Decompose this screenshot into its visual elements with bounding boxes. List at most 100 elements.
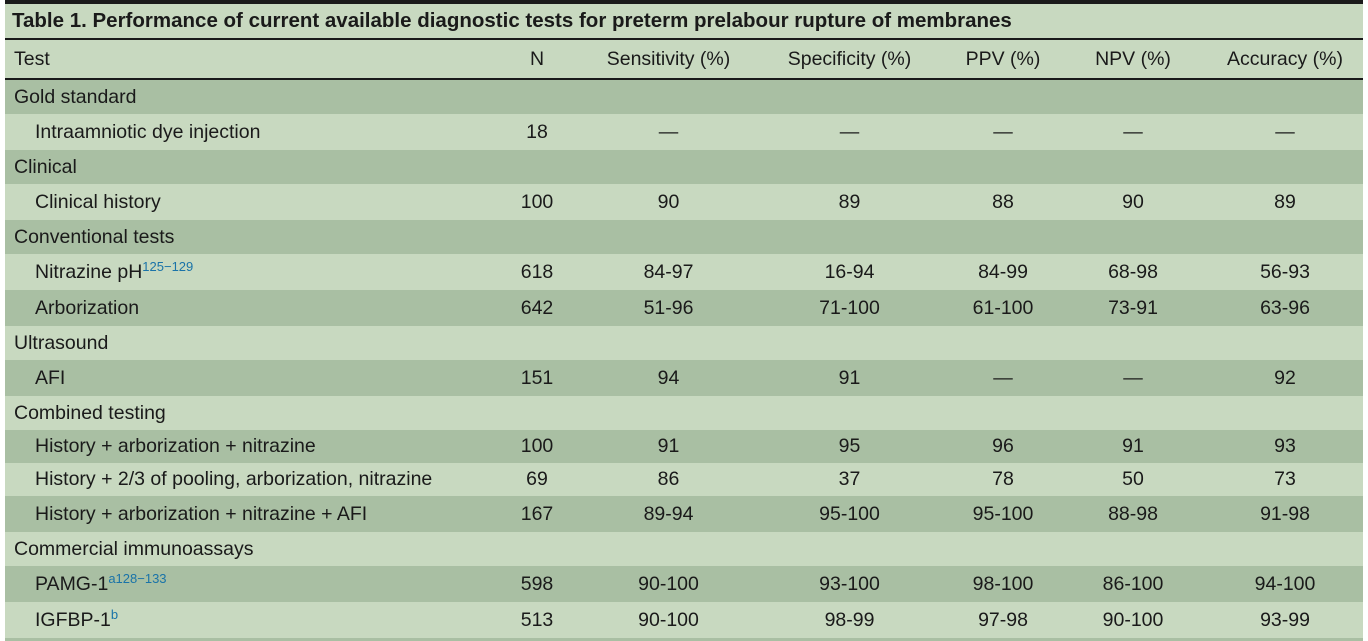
cell-n: 18 (489, 114, 585, 150)
cell-accuracy: 89 (1207, 184, 1363, 220)
test-name: History + 2/3 of pooling, arborization, … (5, 463, 489, 496)
cell-sensitivity: 90-100 (585, 566, 752, 602)
cell-ppv: 98-100 (947, 566, 1059, 602)
header-row: Test N Sensitivity (%) Specificity (%) P… (5, 40, 1363, 80)
column-header-ppv: PPV (%) (947, 40, 1059, 80)
cell-npv: 90-100 (1059, 602, 1207, 638)
cell-n: 151 (489, 360, 585, 396)
cell-npv: 50 (1059, 463, 1207, 496)
test-name-text: AFI (35, 366, 66, 389)
cell-ppv: — (947, 114, 1059, 150)
cell-accuracy: 92 (1207, 360, 1363, 396)
cell-accuracy: 93-99 (1207, 602, 1363, 638)
section-title: Clinical (5, 150, 1363, 184)
column-header-sensitivity: Sensitivity (%) (585, 40, 752, 80)
table-row: IGFBP-1b 513 90-100 98-99 97-98 90-100 9… (5, 602, 1363, 638)
table-caption: Table 1. Performance of current availabl… (5, 0, 1363, 40)
cell-npv: 91 (1059, 430, 1207, 463)
cell-specificity: 95 (752, 430, 947, 463)
cell-n: 100 (489, 184, 585, 220)
cell-ppv: 61-100 (947, 290, 1059, 326)
cell-npv: 86-100 (1059, 566, 1207, 602)
cell-accuracy: 91-98 (1207, 496, 1363, 532)
cell-sensitivity: 86 (585, 463, 752, 496)
cell-specificity: 95-100 (752, 496, 947, 532)
section-row: Gold standard (5, 79, 1363, 114)
cell-sensitivity: 94 (585, 360, 752, 396)
cell-accuracy: — (1207, 114, 1363, 150)
cell-npv: 90 (1059, 184, 1207, 220)
column-header-n: N (489, 40, 585, 80)
cell-specificity: — (752, 114, 947, 150)
test-name: History + arborization + nitrazine + AFI (5, 496, 489, 532)
test-name-text: Intraamniotic dye injection (35, 120, 261, 143)
cell-sensitivity: — (585, 114, 752, 150)
column-header-accuracy: Accuracy (%) (1207, 40, 1363, 80)
section-row: Ultrasound (5, 326, 1363, 360)
table-row: Clinical history 100 90 89 88 90 89 (5, 184, 1363, 220)
column-header-specificity: Specificity (%) (752, 40, 947, 80)
citation-link[interactable]: a128−133 (108, 570, 167, 586)
cell-n: 618 (489, 254, 585, 290)
footnote-link[interactable]: b (110, 606, 119, 622)
cell-specificity: 89 (752, 184, 947, 220)
cell-accuracy: 63-96 (1207, 290, 1363, 326)
cell-sensitivity: 84-97 (585, 254, 752, 290)
cell-npv: — (1059, 360, 1207, 396)
table-row: AFI 151 94 91 — — 92 (5, 360, 1363, 396)
diagnostic-tests-table: Test N Sensitivity (%) Specificity (%) P… (5, 40, 1363, 638)
section-row: Clinical (5, 150, 1363, 184)
cell-n: 598 (489, 566, 585, 602)
cell-sensitivity: 90 (585, 184, 752, 220)
test-name-text: Nitrazine pH (35, 260, 143, 283)
cell-specificity: 37 (752, 463, 947, 496)
cell-npv: — (1059, 114, 1207, 150)
cell-ppv: 97-98 (947, 602, 1059, 638)
cell-npv: 68-98 (1059, 254, 1207, 290)
section-title: Combined testing (5, 396, 1363, 430)
cell-accuracy: 94-100 (1207, 566, 1363, 602)
test-name-text: History + arborization + nitrazine (35, 435, 316, 457)
test-name: Arborization (5, 290, 489, 326)
table-row: History + 2/3 of pooling, arborization, … (5, 463, 1363, 496)
cell-specificity: 91 (752, 360, 947, 396)
cell-n: 100 (489, 430, 585, 463)
test-name: History + arborization + nitrazine (5, 430, 489, 463)
section-title: Commercial immunoassays (5, 532, 1363, 566)
cell-n: 167 (489, 496, 585, 532)
table-row: Nitrazine pH125−129 618 84-97 16-94 84-9… (5, 254, 1363, 290)
section-title: Ultrasound (5, 326, 1363, 360)
citation-link[interactable]: 125−129 (142, 258, 194, 274)
test-name: IGFBP-1b (5, 602, 489, 638)
table-container: Table 1. Performance of current availabl… (5, 0, 1363, 641)
cell-ppv: 88 (947, 184, 1059, 220)
cell-ppv: 96 (947, 430, 1059, 463)
cell-n: 642 (489, 290, 585, 326)
cell-npv: 88-98 (1059, 496, 1207, 532)
cell-sensitivity: 90-100 (585, 602, 752, 638)
column-header-npv: NPV (%) (1059, 40, 1207, 80)
test-name: PAMG-1a128−133 (5, 566, 489, 602)
cell-specificity: 98-99 (752, 602, 947, 638)
table-row: History + arborization + nitrazine 100 9… (5, 430, 1363, 463)
test-name-text: History + arborization + nitrazine + AFI (35, 502, 368, 525)
table-row: PAMG-1a128−133 598 90-100 93-100 98-100 … (5, 566, 1363, 602)
test-name-text: History + 2/3 of pooling, arborization, … (35, 468, 433, 490)
table-row: History + arborization + nitrazine + AFI… (5, 496, 1363, 532)
cell-specificity: 71-100 (752, 290, 947, 326)
test-name: Intraamniotic dye injection (5, 114, 489, 150)
section-row: Commercial immunoassays (5, 532, 1363, 566)
test-name: AFI (5, 360, 489, 396)
cell-accuracy: 56-93 (1207, 254, 1363, 290)
cell-ppv: 84-99 (947, 254, 1059, 290)
test-name: Nitrazine pH125−129 (5, 254, 489, 290)
cell-ppv: 95-100 (947, 496, 1059, 532)
test-name-text: Arborization (35, 296, 140, 319)
section-title: Conventional tests (5, 220, 1363, 254)
table-row: Intraamniotic dye injection 18 — — — — — (5, 114, 1363, 150)
cell-accuracy: 73 (1207, 463, 1363, 496)
test-name-text: Clinical history (35, 190, 161, 213)
cell-npv: 73-91 (1059, 290, 1207, 326)
cell-specificity: 16-94 (752, 254, 947, 290)
cell-n: 513 (489, 602, 585, 638)
